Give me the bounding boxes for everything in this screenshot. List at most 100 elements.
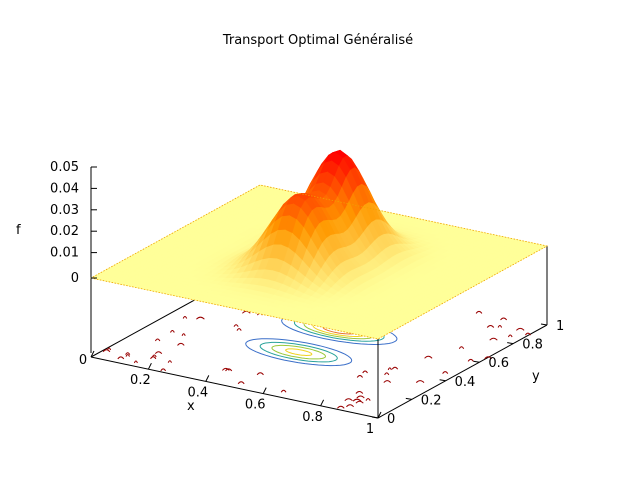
z-tick-label: 0.05 [50, 160, 79, 175]
contour-noise [125, 354, 130, 357]
z-tick-label: 0 [71, 271, 79, 286]
contour-noise [500, 317, 508, 321]
y-tick-label: 0 [387, 412, 395, 427]
chart-title: Transport Optimal Généralisé [222, 33, 413, 48]
contour-noise [516, 327, 525, 331]
contour-noise [442, 371, 449, 374]
x-tick [377, 411, 382, 419]
contour-noise [170, 330, 175, 333]
contour-noise [256, 372, 264, 376]
y-tick-label: 0.2 [421, 393, 442, 408]
contour-noise [150, 356, 157, 360]
y-tick-label: 0.6 [488, 356, 509, 371]
contour-noise [236, 328, 242, 331]
z-axis-label: f [16, 223, 21, 238]
z-tick-label: 0.02 [50, 224, 79, 239]
contour-noise [125, 352, 131, 355]
contour-noise [524, 332, 531, 336]
x-axis: 0 0.2 0.4 0.6 0.8 1 [79, 350, 382, 437]
z-tick-label: 0.03 [50, 203, 79, 218]
contour-noise [337, 405, 345, 409]
x-tick-label: 0.2 [130, 373, 151, 388]
contour-noise [356, 395, 365, 399]
x-tick [320, 399, 325, 407]
contour-noise [117, 356, 125, 360]
contour-noise [167, 360, 172, 363]
contour-noise [387, 367, 392, 371]
contour-noise [151, 354, 157, 358]
contour-noise [154, 351, 163, 355]
contour-line [271, 344, 327, 360]
contour-noise [133, 360, 138, 364]
surface-rim [90, 184, 549, 340]
base-edge [90, 356, 379, 419]
y-tick [371, 416, 379, 419]
contour-noise [102, 349, 111, 353]
y-axis: 0 0.2 0.4 0.6 0.8 1 [371, 319, 564, 427]
contour-noise [391, 366, 399, 370]
contour-noise [356, 375, 364, 378]
y-tick [473, 360, 480, 363]
y-tick-label: 1 [556, 319, 564, 334]
contour-noise [355, 391, 364, 394]
contour-noise [497, 325, 503, 328]
contour-noise [475, 310, 483, 314]
contour-noise [160, 368, 167, 372]
y-tick [540, 323, 548, 326]
surface [90, 149, 549, 340]
contour-noise [196, 316, 205, 320]
x-tick-label: 0.4 [187, 385, 208, 400]
x-tick [205, 375, 210, 382]
y-tick-label: 0.4 [455, 375, 476, 390]
x-tick-label: 1 [366, 422, 374, 437]
contour-noise [489, 337, 498, 341]
y-tick [439, 379, 446, 382]
contour-noise [355, 400, 364, 404]
contour-noise [458, 346, 465, 349]
x-axis-label: x [187, 399, 195, 414]
contour-noise [484, 356, 493, 360]
x-tick [90, 350, 95, 358]
contour-noise [467, 358, 474, 362]
y-tick [405, 397, 412, 400]
z-tick-label: 0.04 [50, 181, 79, 196]
contour-noise [507, 334, 513, 338]
contour-noise [365, 398, 371, 401]
contour-noise [424, 355, 433, 359]
x-tick-label: 0.8 [302, 410, 323, 425]
y-tick [507, 342, 514, 345]
z-axis: 0 0.01 0.02 0.03 0.04 0.05 [50, 160, 97, 286]
contour-noise [233, 324, 239, 327]
x-tick-label: 0.6 [245, 398, 266, 413]
x-tick [147, 362, 152, 370]
contour-noise [154, 338, 161, 342]
contour-noise [177, 342, 185, 346]
contour-noise [181, 333, 186, 336]
contour-line [285, 348, 313, 357]
contour-line [245, 338, 353, 367]
contour-noise [415, 380, 425, 383]
z-tick-label: 0.01 [50, 246, 79, 261]
contour-noise [352, 398, 362, 402]
contour-noise [362, 370, 368, 374]
base-edge [377, 324, 548, 419]
contour-noise [486, 325, 495, 328]
contour-noise [344, 398, 353, 402]
x-tick-label: 0 [79, 353, 87, 368]
contour-noise [107, 347, 112, 351]
base-box [90, 167, 548, 419]
contour-noise [346, 404, 354, 408]
contour-noise [280, 389, 287, 393]
contour-noise [384, 372, 390, 376]
contour-noise [242, 310, 251, 314]
contour-noise [237, 381, 245, 385]
contour-noise [182, 316, 188, 319]
contour-line [259, 341, 338, 363]
contour-noise [383, 380, 392, 383]
x-tick [262, 387, 267, 394]
contour-noise [222, 367, 230, 371]
y-tick-label: 0.8 [522, 338, 543, 353]
y-axis-label: y [532, 369, 540, 384]
